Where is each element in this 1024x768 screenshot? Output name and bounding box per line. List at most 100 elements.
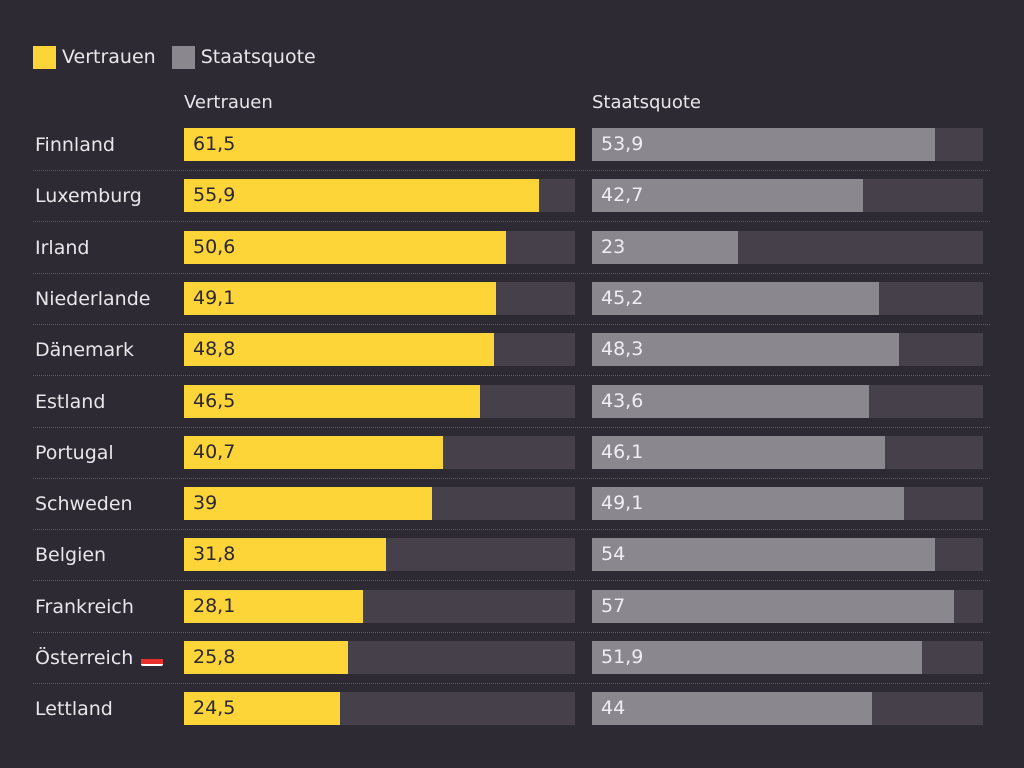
- data-label-staatsquote: 49,1: [601, 492, 644, 515]
- chart-row-irland: Irland 50,6 23: [0, 230, 1024, 282]
- bar-track-staatsquote: 51,9: [592, 641, 983, 674]
- data-label-staatsquote: 42,7: [601, 184, 644, 207]
- bar-staatsquote: [592, 333, 900, 367]
- bar-track-vertrauen: 24,5: [184, 692, 575, 726]
- bar-track-staatsquote: 43,6: [592, 384, 983, 418]
- bar-track-vertrauen: 39: [184, 487, 575, 521]
- bar-vertrauen: [184, 641, 349, 674]
- bar-staatsquote: [592, 230, 739, 264]
- category-label: Luxemburg: [35, 179, 142, 213]
- category-label: Portugal: [35, 436, 114, 470]
- bar-track-staatsquote: 44: [592, 692, 983, 726]
- legend-item-vertrauen: Vertrauen: [33, 45, 156, 69]
- legend-item-staatsquote: Staatsquote: [171, 45, 316, 69]
- bar-vertrauen: [184, 179, 540, 213]
- category-label-text: Niederlande: [35, 287, 151, 310]
- data-label-vertrauen: 46,5: [193, 389, 236, 412]
- column-header-vertrauen: Vertrauen: [184, 92, 273, 113]
- bar-vertrauen: [184, 487, 432, 521]
- chart-row-daenemark: Dänemark 48,8 48,3: [0, 333, 1024, 384]
- bar-vertrauen: [184, 538, 387, 572]
- bar-track-vertrauen: 25,8: [184, 641, 575, 674]
- data-label-vertrauen: 28,1: [193, 594, 236, 617]
- row-separator: [33, 272, 990, 274]
- category-label-text: Lettland: [35, 698, 113, 721]
- category-label: Schweden: [35, 487, 133, 521]
- bar-track-staatsquote: 48,3: [592, 333, 983, 367]
- bar-vertrauen: [184, 589, 363, 623]
- row-separator: [33, 580, 990, 582]
- category-label-text: Portugal: [35, 441, 114, 464]
- category-label: Belgien: [35, 538, 106, 572]
- bar-vertrauen: [184, 281, 497, 315]
- chart-row-belgien: Belgien 31,8 54: [0, 538, 1024, 589]
- category-label: Finnland: [35, 128, 115, 162]
- category-label-text: Österreich: [35, 647, 134, 669]
- chart-row-oesterreich: Österreich 25,8 51,9: [0, 641, 1024, 692]
- data-label-staatsquote: 43,6: [601, 389, 644, 412]
- category-label: Lettland: [35, 692, 113, 726]
- bar-track-staatsquote: 54: [592, 538, 983, 572]
- category-label-text: Frankreich: [35, 595, 134, 618]
- chart-row-portugal: Portugal 40,7 46,1: [0, 435, 1024, 487]
- data-label-staatsquote: 53,9: [601, 133, 644, 155]
- bar-track-vertrauen: 28,1: [184, 589, 575, 623]
- bar-staatsquote: [592, 487, 905, 521]
- data-label-vertrauen: 50,6: [193, 235, 236, 258]
- row-separator: [33, 426, 990, 428]
- data-label-vertrauen: 40,7: [193, 440, 236, 463]
- bar-vertrauen: [184, 128, 575, 161]
- category-label-text: Estland: [35, 390, 106, 413]
- bar-track-staatsquote: 53,9: [592, 128, 983, 161]
- bar-staatsquote: [592, 384, 870, 418]
- bar-staatsquote: [592, 692, 872, 726]
- bar-track-vertrauen: 55,9: [184, 179, 575, 213]
- data-label-vertrauen: 61,5: [193, 133, 236, 155]
- bar-track-vertrauen: 48,8: [184, 333, 575, 367]
- data-label-vertrauen: 55,9: [193, 184, 236, 207]
- bar-track-staatsquote: 49,1: [592, 487, 983, 521]
- data-label-staatsquote: 51,9: [601, 646, 644, 668]
- data-label-vertrauen: 25,8: [193, 646, 236, 668]
- data-label-vertrauen: 49,1: [193, 286, 236, 309]
- data-label-staatsquote: 23: [601, 235, 626, 258]
- category-label-text: Irland: [35, 236, 90, 259]
- bar-track-staatsquote: 57: [592, 589, 983, 623]
- bar-track-vertrauen: 40,7: [184, 435, 575, 469]
- bar-vertrauen: [184, 333, 495, 367]
- category-label: Estland: [35, 385, 105, 419]
- bar-vertrauen: [184, 230, 506, 264]
- chart-row-niederlande: Niederlande 49,1 45,2: [0, 281, 1024, 333]
- chart-row-finnland: Finnland 61,5 53,9: [0, 128, 1024, 179]
- category-label-text: Belgien: [35, 544, 107, 567]
- row-separator: [33, 375, 990, 377]
- legend-swatch-staatsquote: [171, 45, 195, 69]
- legend-label-vertrauen: Vertrauen: [62, 46, 156, 68]
- data-label-vertrauen: 39: [193, 492, 218, 515]
- bar-track-staatsquote: 42,7: [592, 179, 983, 213]
- legend-swatch-vertrauen: [33, 45, 56, 69]
- bar-track-vertrauen: 50,6: [184, 230, 575, 264]
- bar-staatsquote: [592, 435, 886, 469]
- bar-staatsquote: [592, 589, 955, 623]
- data-label-staatsquote: 46,1: [601, 440, 644, 463]
- bar-vertrauen: [184, 384, 480, 418]
- bar-track-staatsquote: 45,2: [592, 281, 983, 315]
- chart-row-schweden: Schweden 39 49,1: [0, 487, 1024, 538]
- bar-staatsquote: [592, 128, 935, 161]
- bar-staatsquote: [592, 641, 922, 674]
- data-label-vertrauen: 24,5: [193, 697, 236, 720]
- row-separator: [33, 221, 990, 223]
- bar-track-vertrauen: 31,8: [184, 538, 575, 572]
- category-label-text: Luxemburg: [35, 185, 142, 208]
- bar-vertrauen: [184, 692, 340, 726]
- category-label-text: Schweden: [35, 493, 133, 516]
- category-label: Frankreich: [35, 590, 134, 624]
- bar-staatsquote: [592, 281, 880, 315]
- bar-staatsquote: [592, 179, 864, 213]
- column-header-staatsquote: Staatsquote: [592, 92, 701, 113]
- row-separator: [33, 631, 990, 633]
- chart-row-estland: Estland 46,5 43,6: [0, 384, 1024, 436]
- category-label: Niederlande: [35, 282, 150, 316]
